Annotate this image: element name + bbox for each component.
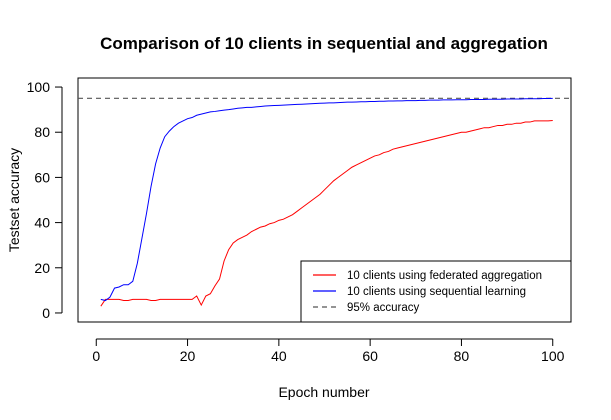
x-axis-label: Epoch number xyxy=(278,384,369,400)
y-axis: 0 20 40 60 80 100 xyxy=(27,79,63,321)
series-line-1 xyxy=(100,119,553,307)
chart-title: Comparison of 10 clients in sequential a… xyxy=(100,34,548,53)
y-tick-label: 20 xyxy=(34,260,50,276)
legend: 10 clients using federated aggregation 10… xyxy=(300,260,572,323)
legend-label-2: 10 clients using sequential learning xyxy=(347,286,526,298)
x-tick-label: 60 xyxy=(362,348,378,364)
x-tick-label: 0 xyxy=(92,348,100,364)
legend-label-1: 10 clients using federated aggregation xyxy=(347,270,542,282)
series-line-2 xyxy=(100,97,553,302)
series-group xyxy=(100,97,553,307)
y-tick-label: 80 xyxy=(34,124,50,140)
legend-label-3: 95% accuracy xyxy=(347,302,419,314)
y-tick-label: 60 xyxy=(34,169,50,185)
y-tick-label: 40 xyxy=(34,215,50,231)
x-axis: 0 20 40 60 80 100 xyxy=(92,338,565,364)
y-tick-label: 100 xyxy=(27,79,51,95)
x-tick-label: 40 xyxy=(271,348,287,364)
y-tick-label: 0 xyxy=(42,305,50,321)
x-tick-label: 80 xyxy=(454,348,470,364)
x-tick-label: 20 xyxy=(180,348,196,364)
x-tick-label: 100 xyxy=(541,348,565,364)
legend-box xyxy=(300,260,572,323)
y-axis-label: Testset accuracy xyxy=(6,148,22,252)
